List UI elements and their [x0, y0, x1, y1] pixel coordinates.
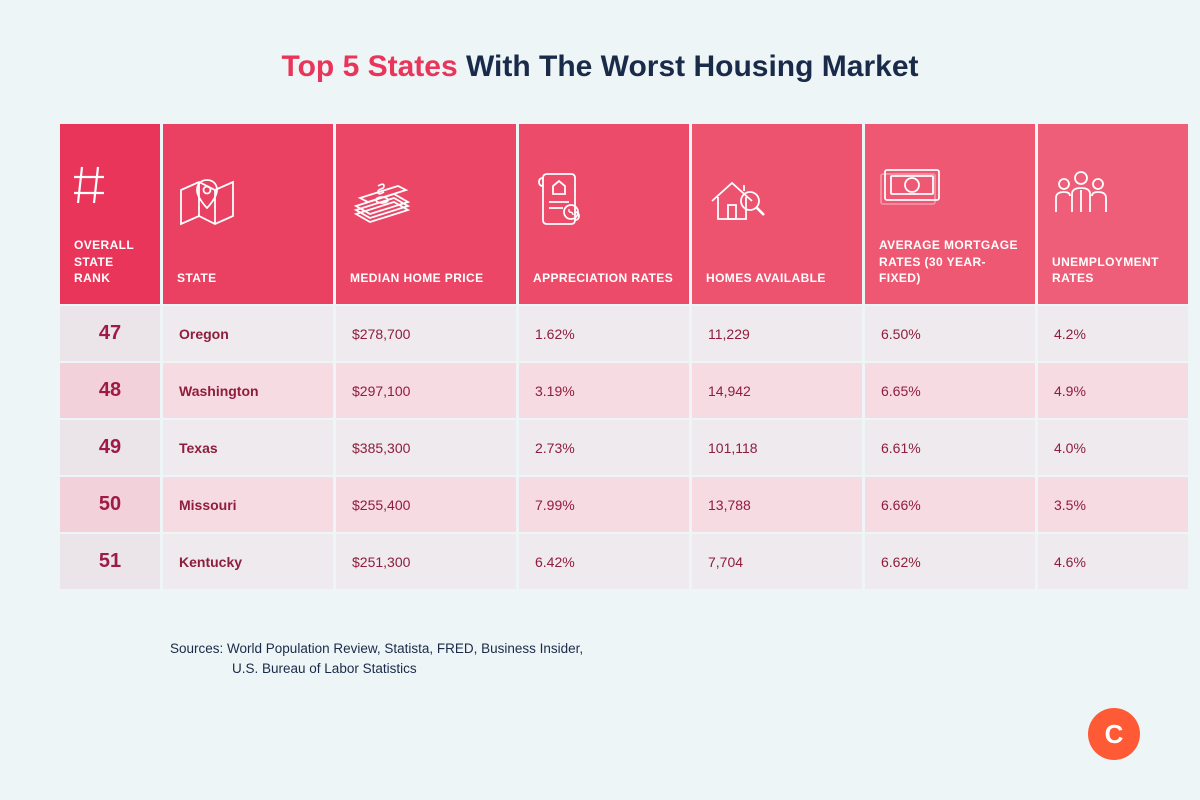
column-header-median_price: MEDIAN HOME PRICE [336, 124, 516, 304]
table-cell-median_price: $385,300 [336, 420, 516, 475]
table-cell-state: Kentucky [163, 534, 333, 589]
table-cell-state: Texas [163, 420, 333, 475]
column-header-rank: OVERALL STATE RANK [60, 124, 160, 304]
table-cell-rank: 48 [60, 363, 160, 418]
table-cell-state: Missouri [163, 477, 333, 532]
page-title: Top 5 States With The Worst Housing Mark… [60, 50, 1140, 84]
table-cell-median_price: $255,400 [336, 477, 516, 532]
table-cell-state: Washington [163, 363, 333, 418]
table-cell-appreciation: 6.42% [519, 534, 689, 589]
column-header-label: APPRECIATION RATES [533, 270, 675, 286]
table-cell-rank: 51 [60, 534, 160, 589]
table-cell-rank: 49 [60, 420, 160, 475]
money-stack-icon [350, 142, 502, 270]
brand-logo-letter: C [1105, 719, 1124, 750]
column-header-unemployment: UNEMPLOYMENT RATES [1038, 124, 1188, 304]
table-cell-homes: 13,788 [692, 477, 862, 532]
table-cell-homes: 11,229 [692, 306, 862, 361]
column-header-label: MEDIAN HOME PRICE [350, 270, 502, 286]
table-cell-state: Oregon [163, 306, 333, 361]
table-cell-homes: 101,118 [692, 420, 862, 475]
table-cell-median_price: $278,700 [336, 306, 516, 361]
people-icon [1052, 142, 1174, 254]
table-cell-unemployment: 4.0% [1038, 420, 1188, 475]
table-cell-mortgage: 6.66% [865, 477, 1035, 532]
table-cell-unemployment: 4.9% [1038, 363, 1188, 418]
column-header-homes: HOMES AVAILABLE [692, 124, 862, 304]
house-search-icon [706, 142, 848, 270]
table-cell-unemployment: 4.6% [1038, 534, 1188, 589]
title-rest: With The Worst Housing Market [458, 50, 919, 83]
table-cell-median_price: $251,300 [336, 534, 516, 589]
table-cell-mortgage: 6.50% [865, 306, 1035, 361]
housing-table: OVERALL STATE RANK STATE MEDIAN HOME PRICE… [60, 124, 1140, 589]
table-cell-rank: 50 [60, 477, 160, 532]
contract-icon [533, 142, 675, 270]
map-pin-icon [177, 142, 319, 270]
hash-icon [74, 142, 108, 237]
table-cell-appreciation: 2.73% [519, 420, 689, 475]
column-header-label: STATE [177, 270, 319, 286]
column-header-label: HOMES AVAILABLE [706, 270, 848, 286]
column-header-label: UNEMPLOYMENT RATES [1052, 254, 1174, 286]
column-header-appreciation: APPRECIATION RATES [519, 124, 689, 304]
table-cell-rank: 47 [60, 306, 160, 361]
table-cell-appreciation: 1.62% [519, 306, 689, 361]
table-cell-mortgage: 6.61% [865, 420, 1035, 475]
brand-logo: C [1088, 708, 1140, 760]
table-cell-appreciation: 7.99% [519, 477, 689, 532]
table-cell-unemployment: 4.2% [1038, 306, 1188, 361]
column-header-label: AVERAGE MORTGAGE RATES (30 YEAR-FIXED) [879, 237, 1021, 286]
sources-text: Sources: World Population Review, Statis… [170, 639, 590, 680]
table-cell-homes: 14,942 [692, 363, 862, 418]
table-cell-median_price: $297,100 [336, 363, 516, 418]
column-header-label: OVERALL STATE RANK [74, 237, 146, 286]
table-cell-mortgage: 6.65% [865, 363, 1035, 418]
column-header-state: STATE [163, 124, 333, 304]
table-cell-mortgage: 6.62% [865, 534, 1035, 589]
table-cell-homes: 7,704 [692, 534, 862, 589]
column-header-mortgage: AVERAGE MORTGAGE RATES (30 YEAR-FIXED) [865, 124, 1035, 304]
table-cell-unemployment: 3.5% [1038, 477, 1188, 532]
title-accent: Top 5 States [281, 50, 457, 83]
table-cell-appreciation: 3.19% [519, 363, 689, 418]
cash-icon [879, 142, 1021, 237]
